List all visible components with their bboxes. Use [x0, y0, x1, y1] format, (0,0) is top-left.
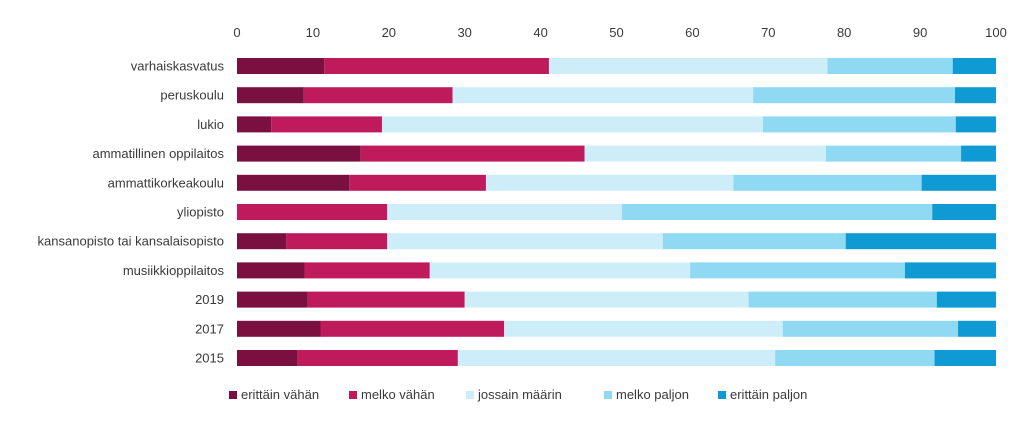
bar-segment: [320, 320, 505, 337]
bar-segment: [621, 204, 933, 220]
category-label: ammattikorkeakoulu: [108, 175, 224, 190]
category-label: yliopisto: [177, 205, 224, 220]
category-label: 2019: [195, 292, 224, 307]
category-label: kansanopisto tai kansalaisopisto: [38, 234, 224, 249]
bar-segment: [955, 116, 996, 133]
legend-swatch: [718, 391, 726, 399]
bar-segment: [775, 350, 935, 366]
legend-swatch: [466, 391, 474, 399]
bar-segment: [753, 87, 956, 104]
category-label: ammatillinen oppilaitos: [92, 146, 224, 161]
bar-segment: [237, 145, 361, 162]
bar-segment: [387, 233, 663, 250]
x-tick-label: 20: [382, 25, 396, 40]
bar-segment: [237, 291, 308, 308]
legend-label: erittäin paljon: [730, 387, 807, 402]
bar-segment: [825, 145, 962, 162]
x-tick-label: 30: [457, 25, 471, 40]
bar-segment: [464, 291, 749, 308]
bar-segment: [237, 87, 304, 104]
bar-segment: [485, 174, 734, 191]
bar-segment: [297, 350, 458, 366]
bar-segment: [237, 350, 298, 366]
bar-segment: [961, 145, 996, 162]
bar-segment: [904, 262, 996, 279]
legend: erittäin vähän melko vähän jossain määrin m…: [229, 387, 807, 402]
bar-segment: [827, 58, 953, 74]
legend-label: jossain määrin: [477, 387, 562, 402]
bar-segment: [952, 58, 996, 74]
x-tick-label: 80: [837, 25, 851, 40]
bar-segment: [286, 233, 388, 250]
legend-label: melko paljon: [616, 387, 689, 402]
x-tick-label: 0: [233, 25, 240, 40]
bar-segment: [548, 58, 828, 74]
bar-segment: [271, 116, 382, 133]
bar-segment: [307, 291, 465, 308]
category-labels: varhaiskasvatus peruskoulu lukio ammatillin…: [38, 59, 225, 366]
bar-segment: [584, 145, 826, 162]
bar-segment: [237, 262, 305, 279]
x-tick-label: 10: [306, 25, 320, 40]
bar-segment: [748, 291, 937, 308]
bar-segment: [349, 174, 486, 191]
category-label: musiikkioppilaitos: [123, 263, 225, 278]
x-tick-label: 70: [761, 25, 775, 40]
bar-segment: [303, 87, 453, 104]
category-label: varhaiskasvatus: [131, 59, 225, 74]
category-label: 2017: [195, 321, 224, 336]
bar-segment: [237, 233, 287, 250]
bar-segment: [237, 174, 350, 191]
legend-swatch: [349, 391, 357, 399]
bar-segment: [733, 174, 922, 191]
bar-segment: [690, 262, 905, 279]
bar-segment: [304, 262, 430, 279]
bar-segment: [360, 145, 585, 162]
x-tick-label: 50: [609, 25, 623, 40]
bar-segment: [237, 320, 321, 337]
legend-label: erittäin vähän: [241, 387, 319, 402]
category-label: peruskoulu: [160, 88, 224, 103]
x-tick-label: 40: [533, 25, 547, 40]
bars: [237, 58, 996, 366]
bar-segment: [457, 350, 776, 366]
bar-segment: [958, 320, 996, 337]
bar-segment: [381, 116, 763, 133]
legend-swatch: [604, 391, 612, 399]
category-label: lukio: [197, 117, 224, 132]
bar-segment: [429, 262, 691, 279]
bar-segment: [237, 204, 388, 220]
bar-segment: [934, 350, 996, 366]
x-tick-label: 100: [985, 25, 1007, 40]
bar-segment: [782, 320, 959, 337]
bar-segment: [387, 204, 622, 220]
legend-swatch: [229, 391, 237, 399]
legend-label: melko vähän: [361, 387, 435, 402]
bar-segment: [237, 58, 325, 74]
bar-segment: [504, 320, 783, 337]
bar-segment: [324, 58, 549, 74]
x-axis: 0 10 20 30 40 50 60 70 80 90 100: [233, 25, 1006, 40]
bar-segment: [921, 174, 996, 191]
bar-segment: [237, 116, 272, 133]
bar-segment: [762, 116, 956, 133]
bar-segment: [932, 204, 996, 220]
bar-segment: [452, 87, 754, 104]
bar-segment: [955, 87, 996, 104]
x-tick-label: 60: [685, 25, 699, 40]
bar-segment: [662, 233, 846, 250]
bar-segment: [845, 233, 996, 250]
category-label: 2015: [195, 351, 224, 366]
bar-segment: [936, 291, 996, 308]
x-tick-label: 90: [913, 25, 927, 40]
